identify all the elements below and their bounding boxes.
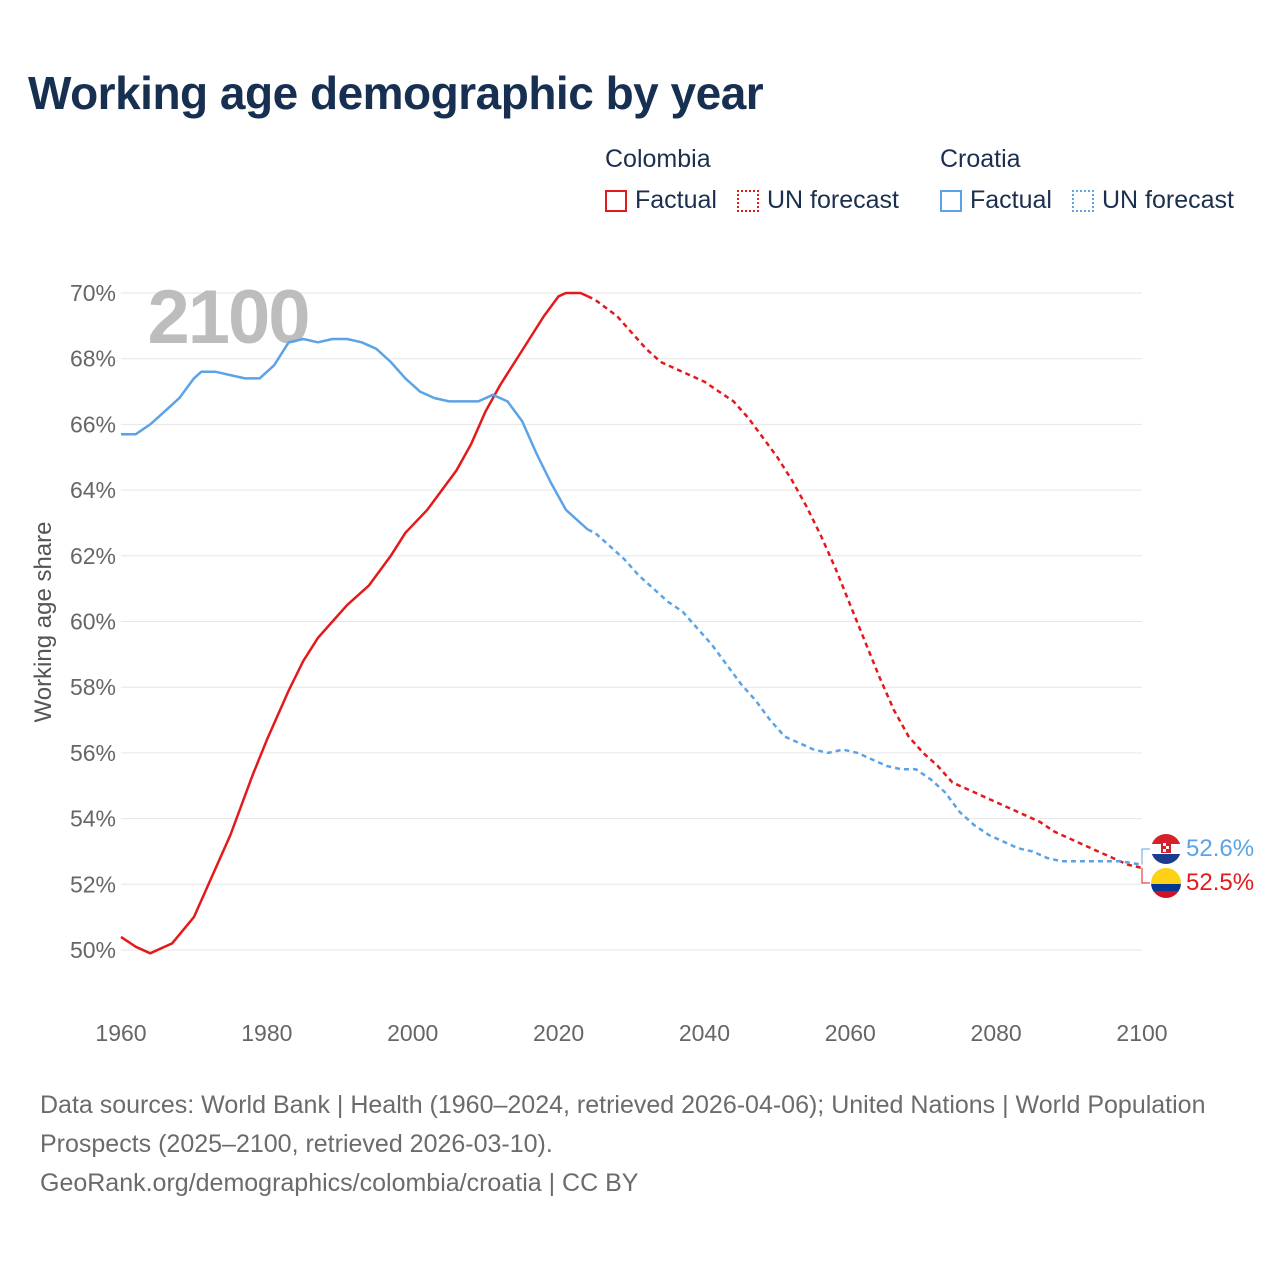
legend-item-label: UN forecast [767,186,899,214]
line-chart: 50%52%54%56%58%60%62%64%66%68%70% 1960 19… [70,275,1254,1046]
x-tick-label: 2080 [971,1020,1022,1046]
data-sources-text: Data sources: World Bank | Health (1960–… [40,1091,1206,1158]
end-label-colombia: 52.5% [1186,869,1254,896]
x-tick-label: 1960 [95,1020,146,1046]
legend-item-colombia-factual[interactable]: Factual [605,186,717,215]
x-tick-label: 2100 [1116,1020,1167,1046]
legend-group-title: Colombia [605,145,711,173]
legend-item-label: Factual [635,186,717,214]
series-lines [120,291,1143,955]
y-tick-label: 62% [70,543,116,569]
y-tick-label: 58% [70,674,116,700]
series-line-colombia-factual[interactable] [120,291,589,955]
y-tick-label: 68% [70,346,116,372]
x-tick-label: 2000 [387,1020,438,1046]
series-line-croatia-factual[interactable] [121,337,589,531]
y-tick-label: 60% [70,609,116,635]
flag-colombia-icon [1151,868,1181,898]
year-watermark: 2100 [147,275,308,360]
y-tick-label: 50% [70,937,116,963]
legend-swatch-solid [605,189,627,212]
footer: Data sources: World Bank | Health (1960–… [40,1086,1250,1203]
x-tick-label: 2060 [825,1020,876,1046]
y-tick-label: 52% [70,871,116,897]
legend-item-label: Factual [970,186,1052,214]
x-tick-label: 2020 [533,1020,584,1046]
flag-croatia-icon [1151,834,1181,864]
end-label-croatia: 52.6% [1186,835,1254,862]
legend-item-colombia-forecast[interactable]: UN forecast [737,186,899,215]
y-tick-label: 54% [70,806,116,832]
legend-item-label: UN forecast [1102,186,1234,214]
y-tick-label: 56% [70,740,116,766]
legend-swatch-solid [940,189,962,212]
series-line-colombia-forecast[interactable] [587,295,1143,870]
y-tick-label: 66% [70,411,116,437]
x-tick-labels: 1960 1980 2000 2020 2040 2060 2080 2100 [95,1020,1167,1046]
legend-swatch-dotted [737,189,759,212]
legend-item-croatia-forecast[interactable]: UN forecast [1072,186,1234,215]
source-url-link[interactable]: GeoRank.org/demographics/colombia/croati… [40,1169,639,1197]
y-tick-label: 64% [70,477,116,503]
grid-lines [121,292,1142,951]
connector-colombia [1141,867,1150,884]
y-tick-labels: 50% 52% 54% 56% 58% 60% 62% 64% 66% 68% 70% [70,280,116,963]
x-tick-label: 2040 [679,1020,730,1046]
legend-item-croatia-factual[interactable]: Factual [940,186,1052,215]
connector-croatia [1141,848,1150,865]
chart-title: Working age demographic by year [28,67,764,119]
y-tick-label: 70% [70,280,116,306]
end-label-connectors [1141,848,1150,884]
legend-swatch-dotted [1072,189,1094,212]
x-tick-label: 1980 [241,1020,292,1046]
legend-group-title: Croatia [940,145,1021,173]
series-line-croatia-forecast[interactable] [587,528,1143,866]
